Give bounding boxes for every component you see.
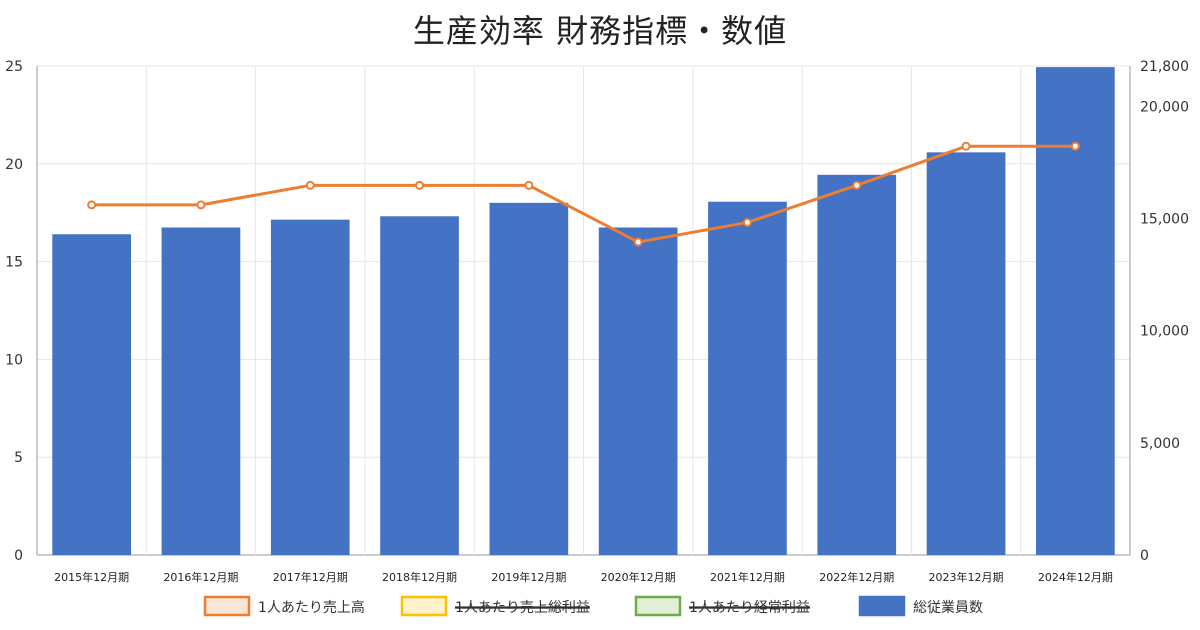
bar [489, 202, 569, 556]
series-line [91, 144, 1076, 244]
y-left-tick-label: 10 [5, 352, 23, 368]
bar [598, 227, 678, 556]
bar [1036, 67, 1115, 556]
line-point [415, 180, 425, 190]
line-point [852, 180, 862, 190]
x-tick-label: 2024年12月期 [1038, 570, 1113, 584]
y-right-tick-label: 5,000 [1140, 436, 1180, 452]
legend-swatch [858, 595, 906, 617]
line-point [742, 217, 752, 227]
legend-label: 1人あたり売上総利益 [455, 600, 590, 616]
x-tick-label: 2016年12月期 [163, 570, 238, 584]
legend-label: 1人あたり経常利益 [689, 600, 810, 616]
x-tick-label: 2017年12月期 [273, 570, 348, 584]
y-left-tick-label: 20 [5, 157, 23, 173]
x-tick-label: 2015年12月期 [54, 570, 129, 584]
bar [270, 219, 350, 555]
x-tick-label: 2023年12月期 [929, 570, 1004, 584]
line-point [196, 200, 206, 210]
x-tick-label: 2021年12月期 [710, 570, 785, 584]
y-right-tick-label: 21,800 [1140, 59, 1189, 75]
y-left-tick-label: 5 [14, 450, 23, 466]
y-left-tick-label: 0 [14, 548, 23, 564]
line-point [87, 200, 97, 210]
x-tick-label: 2022年12月期 [819, 570, 894, 584]
line-point [1070, 141, 1080, 151]
x-tick-label: 2019年12月期 [491, 570, 566, 584]
bar [817, 174, 897, 555]
y-right-tick-label: 20,000 [1140, 99, 1189, 115]
bar [708, 201, 787, 555]
legend-swatch [634, 595, 682, 617]
legend-label: 1人あたり売上高 [258, 599, 365, 616]
legend-swatch [203, 595, 251, 617]
line-point [524, 180, 534, 190]
chart-title: 生産効率 財務指標・数値 [412, 12, 788, 50]
x-tick-label: 2020年12月期 [601, 570, 676, 584]
bar [52, 234, 131, 555]
line-point [961, 141, 971, 151]
y-right-tick-label: 0 [1140, 548, 1149, 564]
y-left-tick-label: 15 [5, 255, 23, 271]
bar [380, 216, 459, 555]
bar [161, 227, 241, 556]
line-point [305, 180, 315, 190]
y-right-tick-label: 15,000 [1140, 212, 1189, 228]
legend-swatch [400, 595, 448, 617]
legend-label: 総従業員数 [913, 600, 983, 616]
x-tick-label: 2018年12月期 [382, 570, 457, 584]
y-left-tick-label: 25 [5, 59, 23, 75]
line-point [633, 237, 643, 247]
bar [926, 152, 1006, 555]
y-right-tick-label: 10,000 [1140, 324, 1189, 340]
